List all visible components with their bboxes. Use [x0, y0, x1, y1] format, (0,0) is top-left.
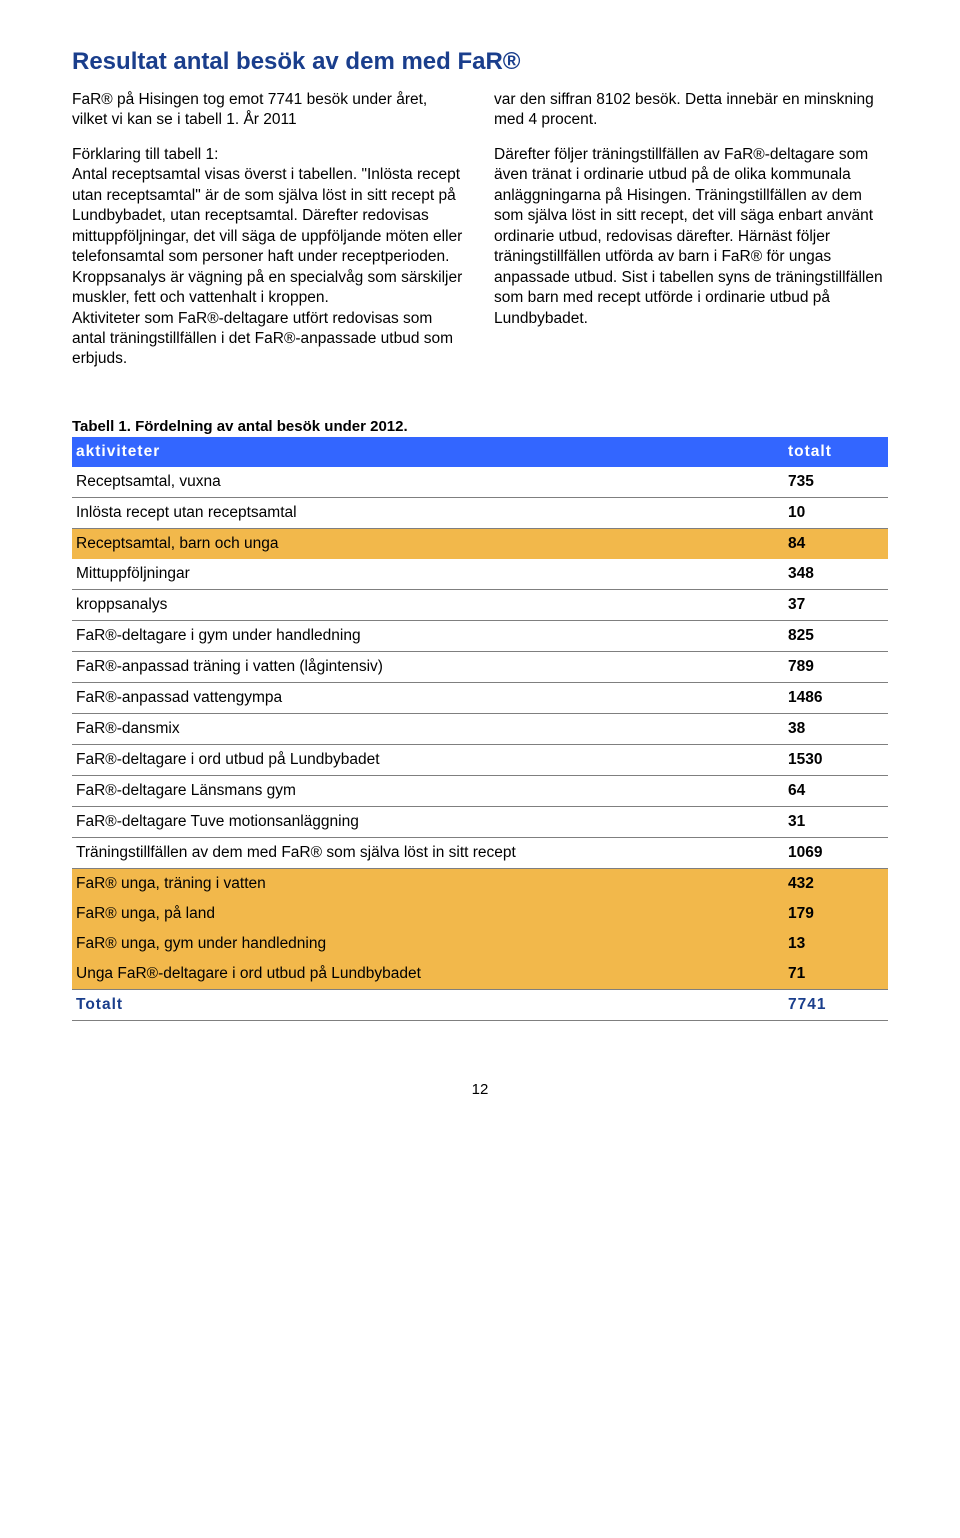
- activity-label: Inlösta recept utan receptsamtal: [72, 497, 784, 528]
- table-body: Receptsamtal, vuxna735Inlösta recept uta…: [72, 467, 888, 1021]
- activity-value: 179: [784, 899, 888, 929]
- table-row: FaR® unga, träning i vatten432: [72, 868, 888, 899]
- activity-value: 13: [784, 929, 888, 959]
- activity-label: FaR®-anpassad träning i vatten (låginten…: [72, 651, 784, 682]
- table-row: FaR® unga, gym under handledning13: [72, 929, 888, 959]
- table-row: FaR®-deltagare i gym under handledning82…: [72, 620, 888, 651]
- activity-label: FaR® unga, träning i vatten: [72, 868, 784, 899]
- activity-value: 37: [784, 589, 888, 620]
- activity-label: FaR® unga, gym under handledning: [72, 929, 784, 959]
- table-total-row: Totalt7741: [72, 989, 888, 1020]
- activity-label: Receptsamtal, vuxna: [72, 467, 784, 498]
- table-header-row: aktiviteter totalt: [72, 437, 888, 467]
- table-row: Receptsamtal, barn och unga84: [72, 528, 888, 559]
- left-column: FaR® på Hisingen tog emot 7741 besök und…: [72, 90, 466, 384]
- table-row: FaR®-deltagare Länsmans gym64: [72, 775, 888, 806]
- table-row: Receptsamtal, vuxna735: [72, 467, 888, 498]
- activity-label: Mittuppföljningar: [72, 559, 784, 590]
- total-value: 7741: [784, 989, 888, 1020]
- activity-value: 71: [784, 959, 888, 990]
- activity-label: FaR®-deltagare i ord utbud på Lundbybade…: [72, 744, 784, 775]
- activity-label: Träningstillfällen av dem med FaR® som s…: [72, 837, 784, 868]
- activity-label: FaR® unga, på land: [72, 899, 784, 929]
- activity-label: FaR®-deltagare Tuve motionsanläggning: [72, 806, 784, 837]
- activity-value: 31: [784, 806, 888, 837]
- activity-label: FaR®-deltagare Länsmans gym: [72, 775, 784, 806]
- paragraph: FaR® på Hisingen tog emot 7741 besök und…: [72, 90, 466, 131]
- table-row: kroppsanalys37: [72, 589, 888, 620]
- activity-value: 84: [784, 528, 888, 559]
- col-header-activities: aktiviteter: [72, 437, 784, 467]
- activity-value: 432: [784, 868, 888, 899]
- table-caption: Tabell 1. Fördelning av antal besök unde…: [72, 418, 888, 435]
- section-heading: Resultat antal besök av dem med FaR®: [72, 48, 888, 76]
- total-label: Totalt: [72, 989, 784, 1020]
- table-row: FaR®-anpassad vattengympa1486: [72, 682, 888, 713]
- activity-label: Unga FaR®-deltagare i ord utbud på Lundb…: [72, 959, 784, 990]
- activity-value: 10: [784, 497, 888, 528]
- table-row: FaR®-deltagare i ord utbud på Lundbybade…: [72, 744, 888, 775]
- activity-label: FaR®-dansmix: [72, 713, 784, 744]
- activity-label: Receptsamtal, barn och unga: [72, 528, 784, 559]
- activity-value: 789: [784, 651, 888, 682]
- two-column-text: FaR® på Hisingen tog emot 7741 besök und…: [72, 90, 888, 384]
- activity-label: kroppsanalys: [72, 589, 784, 620]
- activity-value: 825: [784, 620, 888, 651]
- activity-value: 38: [784, 713, 888, 744]
- activity-value: 1069: [784, 837, 888, 868]
- activity-label: FaR®-deltagare i gym under handledning: [72, 620, 784, 651]
- table-row: FaR®-anpassad träning i vatten (låginten…: [72, 651, 888, 682]
- table-row: Unga FaR®-deltagare i ord utbud på Lundb…: [72, 959, 888, 990]
- paragraph: var den siffran 8102 besök. Detta innebä…: [494, 90, 888, 131]
- right-column: var den siffran 8102 besök. Detta innebä…: [494, 90, 888, 384]
- visits-table: aktiviteter totalt Receptsamtal, vuxna73…: [72, 437, 888, 1021]
- table-row: Träningstillfällen av dem med FaR® som s…: [72, 837, 888, 868]
- table-row: Mittuppföljningar348: [72, 559, 888, 590]
- activity-value: 64: [784, 775, 888, 806]
- paragraph: Förklaring till tabell 1:Antal receptsam…: [72, 145, 466, 370]
- table-row: Inlösta recept utan receptsamtal10: [72, 497, 888, 528]
- activity-value: 735: [784, 467, 888, 498]
- paragraph: Därefter följer träningstillfällen av Fa…: [494, 145, 888, 329]
- table-row: FaR® unga, på land179: [72, 899, 888, 929]
- activity-value: 1530: [784, 744, 888, 775]
- table-row: FaR®-deltagare Tuve motionsanläggning31: [72, 806, 888, 837]
- table-row: FaR®-dansmix38: [72, 713, 888, 744]
- activity-label: FaR®-anpassad vattengympa: [72, 682, 784, 713]
- col-header-total: totalt: [784, 437, 888, 467]
- page-number: 12: [72, 1081, 888, 1098]
- activity-value: 348: [784, 559, 888, 590]
- page: Resultat antal besök av dem med FaR® FaR…: [0, 0, 960, 1138]
- activity-value: 1486: [784, 682, 888, 713]
